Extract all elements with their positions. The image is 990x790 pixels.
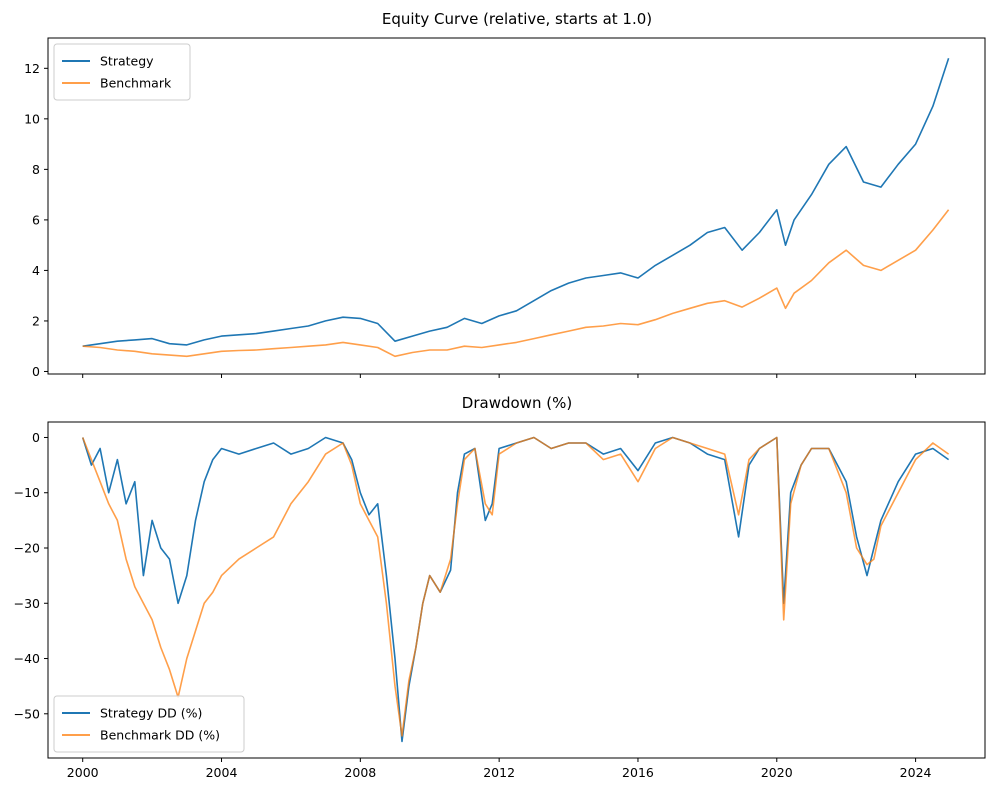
legend-box	[53, 43, 191, 101]
y-tick-label: 0	[32, 364, 40, 379]
y-tick-label: −40	[14, 651, 40, 666]
equity-series-benchmark-line	[82, 209, 950, 358]
x-tick-label: 2008	[344, 765, 376, 780]
drawdown-panel: Drawdown (%) 0−10−20−30−40−50 2000 2004 20…	[14, 394, 986, 780]
legend-label-benchmark: Benchmark DD (%)	[100, 728, 220, 743]
equity-curve-plot	[82, 57, 950, 358]
y-tick-label: 2	[32, 313, 40, 328]
equity-curve-legend: Strategy Benchmark	[53, 43, 191, 101]
drawdown-series-benchmark-line	[81, 436, 950, 737]
x-tick-label: 2016	[622, 765, 654, 780]
equity-curve-y-axis: 0 2 4 6 8 10 12	[24, 61, 48, 379]
drawdown-y-axis: 0 −10 −20 −30 −40 −50	[14, 430, 48, 721]
legend-label-strategy: Strategy	[100, 54, 154, 69]
x-tick-label: 2012	[483, 765, 515, 780]
equity-curve-panel: Equity Curve (relative, starts at 1.0) 0…	[24, 10, 986, 379]
legend-label-strategy: Strategy DD (%)	[100, 706, 202, 721]
drawdown-frame	[47, 421, 986, 759]
y-tick-label: −10	[14, 485, 40, 500]
equity-series-strategy-line	[82, 57, 950, 347]
legend-box	[53, 695, 245, 753]
y-tick-label: 6	[32, 212, 40, 227]
y-tick-label: −20	[14, 541, 40, 556]
y-tick-label: −50	[14, 706, 40, 721]
x-tick-label: 2024	[900, 765, 932, 780]
y-tick-label: 8	[32, 162, 40, 177]
equity-curve-title: Equity Curve (relative, starts at 1.0)	[382, 10, 652, 28]
y-tick-label: 0	[32, 430, 40, 445]
x-tick-label: 2020	[761, 765, 793, 780]
legend-label-benchmark: Benchmark	[100, 76, 172, 91]
x-tick-label: 2000	[67, 765, 99, 780]
y-tick-label: −30	[14, 596, 40, 611]
y-tick-label: 4	[32, 263, 40, 278]
equity-curve-frame	[47, 37, 986, 375]
drawdown-legend: Strategy DD (%) Benchmark DD (%)	[53, 695, 245, 753]
y-tick-label: 12	[24, 61, 40, 76]
drawdown-title: Drawdown (%)	[462, 394, 572, 412]
y-tick-label: 10	[24, 111, 40, 126]
drawdown-plot	[81, 436, 950, 743]
equity-curve-x-axis	[82, 374, 917, 378]
drawdown-x-axis: 2000 2004 2008 2012 2016 2020 2024	[67, 758, 932, 780]
x-tick-label: 2004	[206, 765, 238, 780]
